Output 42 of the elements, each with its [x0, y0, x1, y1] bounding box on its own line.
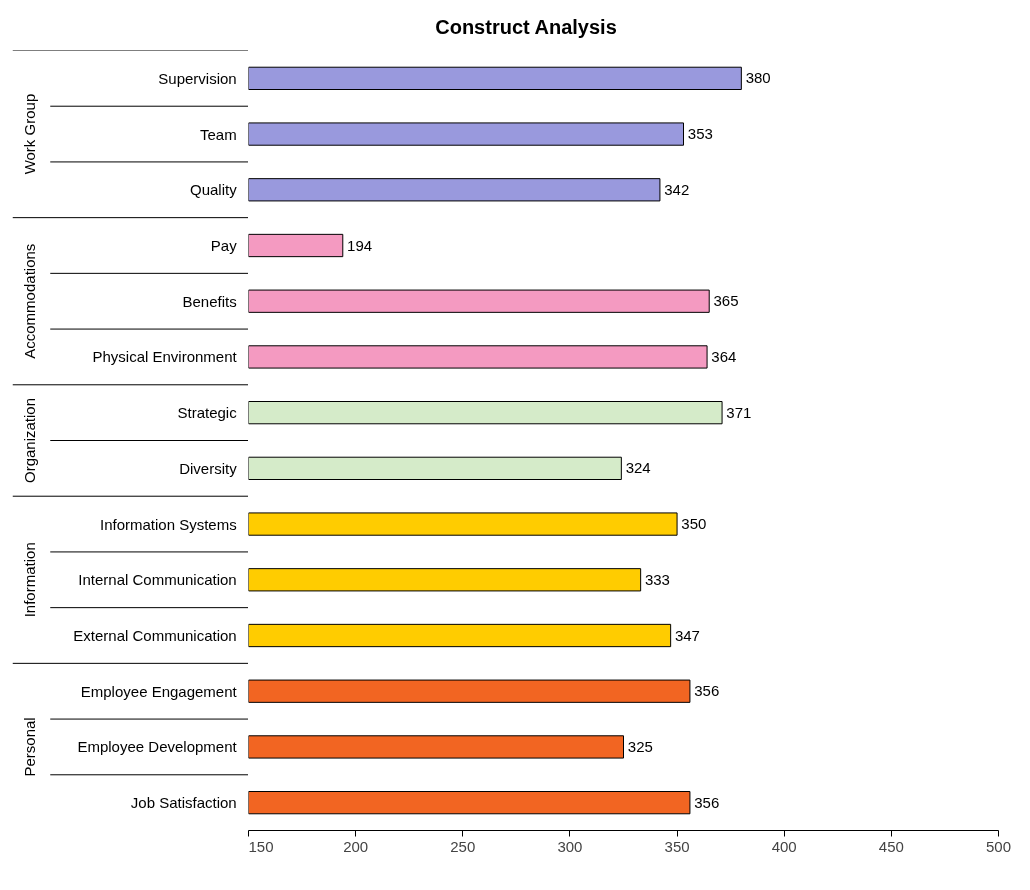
y-tick-label: Team — [200, 125, 237, 143]
data-label: 380 — [745, 69, 771, 87]
y-tick-label: Diversity — [179, 459, 238, 477]
data-label: 333 — [644, 570, 670, 588]
data-label: 194 — [347, 236, 373, 254]
data-label: 353 — [687, 125, 713, 143]
data-label: 365 — [713, 292, 739, 310]
x-tick-label: 200 — [343, 837, 369, 855]
data-label: 371 — [726, 403, 752, 421]
x-tick-label: 350 — [664, 837, 690, 855]
y-tick-label: Strategic — [177, 404, 238, 422]
x-tick-label: 300 — [557, 837, 583, 855]
data-label: 350 — [681, 515, 707, 533]
x-tick-label: 250 — [450, 837, 476, 855]
y-tick-label: Employee Development — [77, 738, 238, 756]
y-tick-label: Internal Communication — [78, 571, 237, 589]
data-label: 356 — [694, 682, 720, 700]
y-tick-label: Job Satisfaction — [130, 794, 237, 812]
text: Accommodations — [20, 243, 38, 359]
text: Information — [20, 542, 38, 618]
data-label: 364 — [711, 347, 737, 365]
y-tick-label: External Communication — [73, 627, 237, 644]
y-tick-label: Physical Environment — [92, 348, 238, 366]
data-label: 324 — [625, 459, 651, 477]
y-tick-label: Pay — [210, 237, 238, 254]
chart-title: Construct Analysis — [435, 15, 617, 40]
data-label: 325 — [627, 737, 653, 755]
x-tick-label: 150 — [248, 837, 274, 855]
data-label: 342 — [664, 180, 690, 198]
data-label: 356 — [694, 793, 720, 811]
x-tick-label: 500 — [985, 837, 1012, 855]
text: Organization — [20, 397, 38, 484]
y-tick-label: Information Systems — [99, 515, 237, 533]
y-tick-label: Benefits — [182, 292, 237, 310]
text: Work Group — [20, 93, 38, 175]
y-tick-label: Quality — [190, 181, 238, 199]
x-tick-label: 450 — [878, 837, 904, 855]
data-label: 347 — [674, 626, 700, 644]
y-tick-label: Employee Engagement — [80, 682, 238, 700]
text: Personal — [20, 717, 38, 777]
y-tick-label: Supervision — [158, 69, 237, 87]
x-tick-label: 400 — [771, 837, 797, 855]
